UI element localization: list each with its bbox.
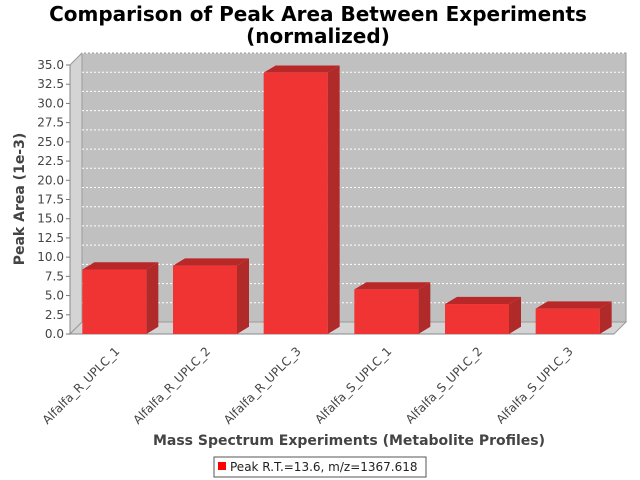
bar-front <box>263 72 328 334</box>
bar-side <box>509 296 521 334</box>
bar-top <box>354 282 431 290</box>
y-tick-label: 12.5 <box>37 231 64 245</box>
chart-title-line-1: Comparison of Peak Area Between Experime… <box>49 2 587 26</box>
y-axis-label: Peak Area (1e-3) <box>12 133 28 266</box>
bar <box>354 282 431 334</box>
x-tick-label: Alfalfa_S_UPLC_1 <box>312 344 394 426</box>
y-tick-label: 17.5 <box>37 193 64 207</box>
bar-front <box>354 289 419 334</box>
y-tick-label: 7.5 <box>45 269 64 283</box>
x-axis-label: Mass Spectrum Experiments (Metabolite Pr… <box>153 433 545 449</box>
x-axis-ticks: Alfalfa_R_UPLC_1 Alfalfa_R_UPLC_2 Alfalfa_… <box>40 344 576 427</box>
bar-front <box>173 265 237 334</box>
x-tick-label: Alfalfa_R_UPLC_3 <box>221 344 304 427</box>
bar <box>535 301 612 334</box>
plot-left-wall <box>69 51 83 336</box>
x-tick-label: Alfalfa_R_UPLC_2 <box>130 344 213 427</box>
y-tick-label: 35.0 <box>37 58 64 72</box>
y-tick-label: 32.5 <box>37 77 64 91</box>
bar-side <box>418 282 431 334</box>
x-tick-label: Alfalfa_R_UPLC_1 <box>40 344 123 427</box>
y-axis-ticks: 0.0 2.5 5.0 7.5 10.0 12.5 15.0 17.5 20.0 22.5 25.0… <box>37 58 614 341</box>
legend: Peak R.T.=13.6, m/z=1367.618 <box>213 456 427 478</box>
chart-title: Comparison of Peak Area Between Experime… <box>49 2 587 48</box>
bar-side <box>146 262 159 334</box>
x-tick-label: Alfalfa_S_UPLC_2 <box>403 344 485 426</box>
bar-side <box>599 301 612 334</box>
legend-swatch <box>218 462 226 470</box>
bar-front <box>535 308 600 334</box>
legend-label: Peak R.T.=13.6, m/z=1367.618 <box>230 460 418 474</box>
y-tick-label: 15.0 <box>37 212 64 226</box>
legend-box <box>213 456 427 478</box>
y-tick-label: 5.0 <box>45 289 64 303</box>
y-tick-label: 2.5 <box>45 308 64 322</box>
bar-front <box>82 269 147 334</box>
bar-side <box>237 258 249 334</box>
x-tick-label: Alfalfa_S_UPLC_3 <box>493 344 575 426</box>
bar-top <box>445 296 521 305</box>
bar-side <box>327 65 340 334</box>
plot-area <box>68 51 628 336</box>
y-tick-label: 0.0 <box>45 327 64 341</box>
y-tick-label: 27.5 <box>37 116 64 130</box>
y-tick-label: 20.0 <box>37 173 64 187</box>
chart-title-line-2: (normalized) <box>246 24 390 48</box>
bar <box>82 262 159 334</box>
bar <box>263 65 340 334</box>
y-tick-label: 10.0 <box>37 250 64 264</box>
bar-top <box>173 258 249 266</box>
y-tick-label: 22.5 <box>37 154 64 168</box>
bar <box>173 258 249 334</box>
bar-front <box>445 304 509 334</box>
y-tick-label: 30.0 <box>37 96 64 110</box>
y-tick-label: 25.0 <box>37 135 64 149</box>
bar <box>445 296 521 334</box>
bar-top <box>263 65 340 73</box>
bars <box>82 65 612 334</box>
bar-top <box>82 262 159 270</box>
bar-top <box>535 301 612 309</box>
